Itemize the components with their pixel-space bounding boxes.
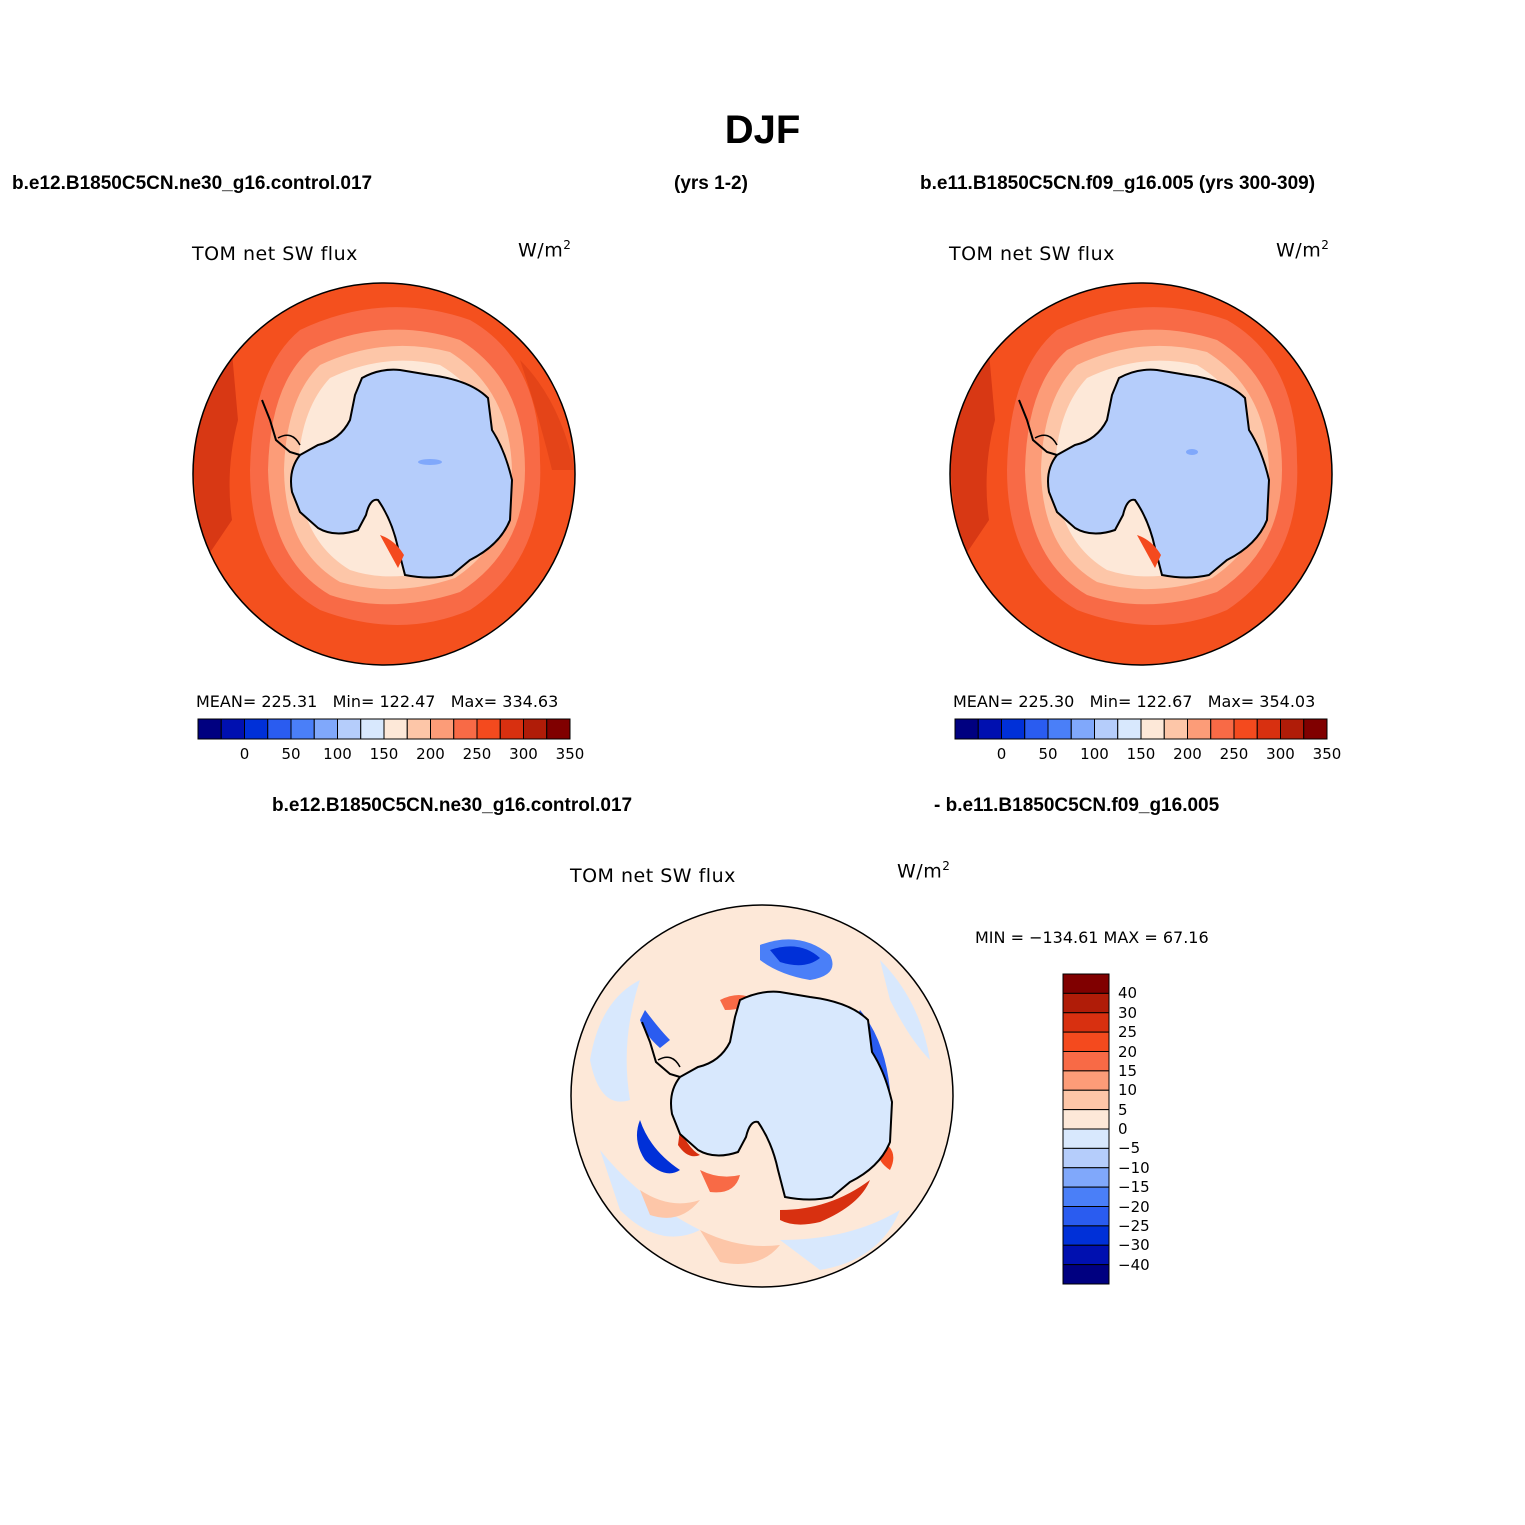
colorbar-swatch [1062,1206,1110,1227]
panel-2-stats: MEAN= 225.30 Min= 122.67 Max= 354.03 [953,692,1316,711]
colorbar-tick-label: −25 [1118,1216,1150,1235]
colorbar-tick-label: 350 [1312,745,1342,763]
colorbar-tick-label: 100 [323,745,352,763]
colorbar-tick-label: 0 [1118,1120,1128,1138]
colorbar-tick-label: 0 [239,745,250,763]
colorbar-swatch [1062,1012,1110,1033]
diff-label-left: b.e12.B1850C5CN.ne30_g16.control.017 [272,795,633,816]
colorbar-tick-label: 40 [1118,984,1138,1003]
diff-variable: TOM net SW flux [570,865,736,887]
colorbar-swatch [1062,1051,1110,1072]
panel-1-colorbar [197,718,571,740]
colorbar-tick-label: 300 [509,745,538,763]
diff-units: W/m2 [897,859,951,883]
panel-2-colorbar [954,718,1328,740]
colorbar-tick-label: 25 [1118,1023,1138,1042]
colorbar-swatch [1062,1070,1110,1091]
colorbar-tick-label: −15 [1118,1178,1150,1197]
colorbar-tick-label: −5 [1118,1139,1141,1158]
colorbar-tick-label: 350 [555,745,585,763]
colorbar-tick-label: −10 [1118,1158,1150,1177]
colorbar-tick-label: 15 [1118,1061,1138,1080]
colorbar-swatch [1062,1128,1110,1149]
colorbar-swatch [1303,718,1328,740]
colorbar-tick-label: 250 [1219,745,1249,763]
panel-1-variable: TOM net SW flux [192,243,358,265]
colorbar-tick-label: 150 [1126,745,1156,763]
panel-1-units: W/m2 [518,238,572,262]
colorbar-tick-label: 0 [996,745,1007,763]
colorbar-tick-label: 200 [416,745,445,763]
colorbar-tick-label: 300 [1266,745,1295,763]
colorbar-tick-label: 50 [281,745,301,763]
diff-label-right: - b.e11.B1850C5CN.f09_g16.005 [934,795,1220,816]
colorbar-swatch [1062,1244,1110,1266]
panel-1-stats: MEAN= 225.31 Min= 122.47 Max= 334.63 [196,692,559,711]
page-title: DJF [724,108,801,152]
colorbar-tick-label: −20 [1118,1197,1150,1216]
colorbar-swatch [1062,1109,1110,1130]
colorbar-swatch [1062,1225,1110,1246]
colorbar-swatch [1062,1031,1110,1052]
colorbar-swatch [1062,973,1110,994]
colorbar-tick-label: −30 [1118,1236,1150,1255]
diff-minmax: MIN = −134.61 MAX = 67.16 [975,928,1209,947]
colorbar-tick-label: −40 [1118,1255,1150,1274]
colorbar-tick-label: 30 [1118,1003,1138,1022]
colorbar-swatch [1062,1186,1110,1207]
panel-2-variable: TOM net SW flux [949,243,1115,265]
colorbar-swatch [546,718,571,740]
case-label-right: b.e11.B1850C5CN.f09_g16.005 (yrs 300-309… [920,173,1316,194]
colorbar-swatch [1062,992,1110,1014]
colorbar-tick-label: 200 [1173,745,1202,763]
colorbar-swatch [1062,1167,1110,1188]
colorbar-tick-label: 50 [1038,745,1058,763]
case-label-left: b.e12.B1850C5CN.ne30_g16.control.017 [12,173,373,194]
colorbar-tick-label: 100 [1080,745,1109,763]
colorbar-swatch [1062,1264,1110,1285]
colorbar-tick-label: 150 [369,745,399,763]
colorbar-tick-label: 250 [462,745,492,763]
diff-colorbar [1062,973,1110,1285]
colorbar-tick-label: 20 [1118,1042,1138,1061]
colorbar-swatch [1062,1147,1110,1169]
colorbar-tick-label: 5 [1118,1100,1128,1119]
colorbar-tick-label: 10 [1118,1081,1138,1100]
years-label-left: (yrs 1-2) [674,173,748,194]
panel-2-units: W/m2 [1276,238,1330,262]
colorbar-swatch [1062,1089,1110,1111]
